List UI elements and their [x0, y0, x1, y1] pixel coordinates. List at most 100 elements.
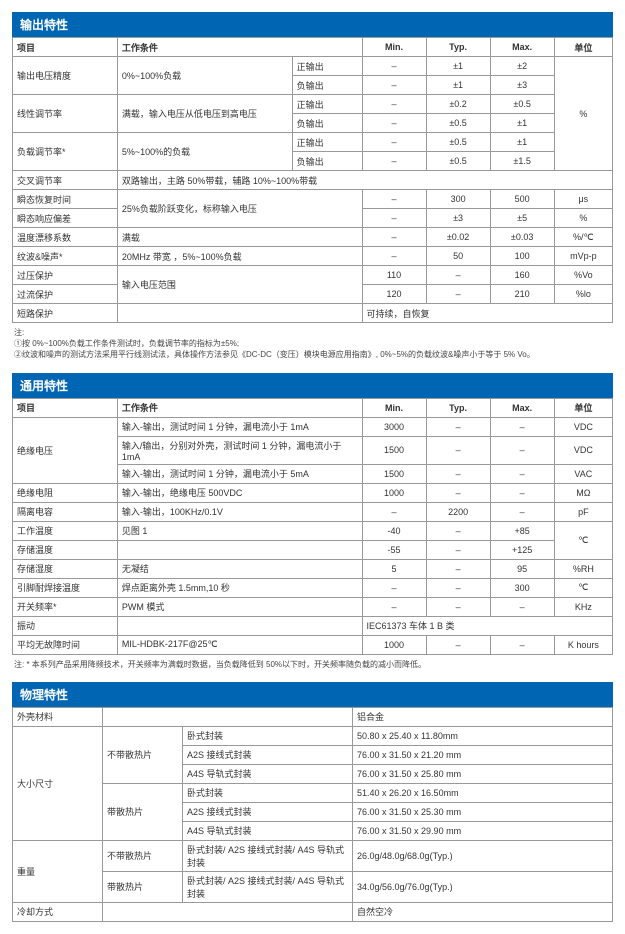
cell: 100	[490, 247, 554, 266]
table-row: 瞬态恢复时间 25%负载阶跃变化，标称输入电压 – 300 500 μs	[13, 190, 613, 209]
cell: –	[426, 285, 490, 304]
cell: ±1	[490, 133, 554, 152]
cell: 负输出	[292, 76, 362, 95]
table-row: 引脚耐焊接温度 焊点距离外壳 1.5mm,10 秒 – – 300 ℃	[13, 578, 613, 597]
cell: 带散热片	[103, 783, 183, 840]
cell: 过压保护	[13, 266, 118, 285]
h-cond: 工作条件	[117, 398, 362, 417]
table-row: 平均无故障时间 MIL-HDBK-217F@25℃ 1000 – – K hou…	[13, 635, 613, 654]
table-row: 存储温度 -55 – +125	[13, 540, 613, 559]
cell: 隔离电容	[13, 502, 118, 521]
cell: 500	[490, 190, 554, 209]
cell: 1500	[362, 436, 426, 464]
table-row: 开关频率* PWM 模式 – – – KHz	[13, 597, 613, 616]
table-row: 短路保护 可持续，自恢复	[13, 304, 613, 323]
cell: ±2	[490, 57, 554, 76]
h-item: 项目	[13, 398, 118, 417]
cell: +85	[490, 521, 554, 540]
h-typ: Typ.	[426, 398, 490, 417]
cell: 负输出	[292, 152, 362, 171]
cell: +125	[490, 540, 554, 559]
table-header-row: 项目 工作条件 Min. Typ. Max. 单位	[13, 398, 613, 417]
cell: MΩ	[554, 483, 612, 502]
cell: 1500	[362, 464, 426, 483]
table-row: 纹波&噪声* 20MHz 带宽 ，5%~100%负载 – 50 100 mVp-…	[13, 247, 613, 266]
table-row: 交叉调节率 双路输出，主路 50%带载，辅路 10%~100%带载	[13, 171, 613, 190]
cell: 卧式封装	[183, 783, 353, 802]
cell: –	[426, 559, 490, 578]
cell: 300	[490, 578, 554, 597]
table-row: 隔离电容 输入-输出，100KHz/0.1V – 2200 – pF	[13, 502, 613, 521]
table-row: 大小尺寸 不带散热片 卧式封装 50.80 x 25.40 x 11.80mm	[13, 726, 613, 745]
table-row: 过压保护 输入电压范围 110 – 160 %Vo	[13, 266, 613, 285]
cell: –	[426, 417, 490, 436]
cell: IEC61373 车体 1 B 类	[362, 616, 613, 635]
cell: ±1	[426, 76, 490, 95]
cell: ±5	[490, 209, 554, 228]
output-characteristics-table: 项目 工作条件 Min. Typ. Max. 单位 输出电压精度 0%~100%…	[12, 37, 613, 323]
cell: VDC	[554, 417, 612, 436]
cell: 振动	[13, 616, 118, 635]
h-min: Min.	[362, 38, 426, 57]
cell: –	[426, 578, 490, 597]
cell: ±0.5	[426, 133, 490, 152]
cell: 2200	[426, 502, 490, 521]
h-unit: 单位	[554, 38, 612, 57]
note-line: ②纹波和噪声的测试方法采用平行线测试法，具体操作方法参见《DC-DC（变压）模块…	[14, 349, 611, 360]
cell: –	[362, 209, 426, 228]
cell: –	[490, 635, 554, 654]
cell: μs	[554, 190, 612, 209]
cell: 正输出	[292, 57, 362, 76]
cell: –	[362, 190, 426, 209]
h-typ: Typ.	[426, 38, 490, 57]
cell	[103, 902, 353, 921]
cell: 纹波&噪声*	[13, 247, 118, 266]
physical-characteristics-table: 外壳材料 铝合金 大小尺寸 不带散热片 卧式封装 50.80 x 25.40 x…	[12, 707, 613, 922]
cell: 大小尺寸	[13, 726, 103, 840]
cell: pF	[554, 502, 612, 521]
table-row: 振动 IEC61373 车体 1 B 类	[13, 616, 613, 635]
cell: %	[554, 209, 612, 228]
cell: 满载，输入电压从低电压到高电压	[117, 95, 292, 133]
cell: A4S 导轨式封装	[183, 764, 353, 783]
cell: 34.0g/56.0g/76.0g(Typ.)	[353, 871, 613, 902]
cell: ±0.5	[426, 152, 490, 171]
cell: 焊点距离外壳 1.5mm,10 秒	[117, 578, 362, 597]
cell: 自然空冷	[353, 902, 613, 921]
cell: 过流保护	[13, 285, 118, 304]
cell	[117, 616, 362, 635]
note-title: 注:	[14, 660, 24, 669]
cell: 外壳材料	[13, 707, 103, 726]
cell: –	[362, 152, 426, 171]
table-row: 温度漂移系数 满载 – ±0.02 ±0.03 %/℃	[13, 228, 613, 247]
cell: 76.00 x 31.50 x 25.30 mm	[353, 802, 613, 821]
cell: –	[362, 76, 426, 95]
cell: mVp-p	[554, 247, 612, 266]
cell: –	[426, 483, 490, 502]
cell: ±1	[490, 114, 554, 133]
section2-header: 通用特性	[12, 373, 613, 398]
h-max: Max.	[490, 38, 554, 57]
cell: –	[362, 133, 426, 152]
cell: 1000	[362, 483, 426, 502]
cell: –	[490, 483, 554, 502]
cell: ℃	[554, 521, 612, 559]
cell: –	[426, 540, 490, 559]
cell: 95	[490, 559, 554, 578]
h-item: 项目	[13, 38, 118, 57]
cell: 瞬态恢复时间	[13, 190, 118, 209]
cell: 3000	[362, 417, 426, 436]
cell: 开关频率*	[13, 597, 118, 616]
section3-header: 物理特性	[12, 682, 613, 707]
cell: 160	[490, 266, 554, 285]
cell: 输出电压精度	[13, 57, 118, 95]
table-row: 负载调节率* 5%~100%的负载 正输出 – ±0.5 ±1	[13, 133, 613, 152]
cell: 210	[490, 285, 554, 304]
cell: ±0.5	[490, 95, 554, 114]
cell: 0%~100%负载	[117, 57, 292, 95]
cell: –	[490, 502, 554, 521]
cell: 重量	[13, 840, 103, 902]
cell: PWM 模式	[117, 597, 362, 616]
cell: %RH	[554, 559, 612, 578]
cell: 110	[362, 266, 426, 285]
